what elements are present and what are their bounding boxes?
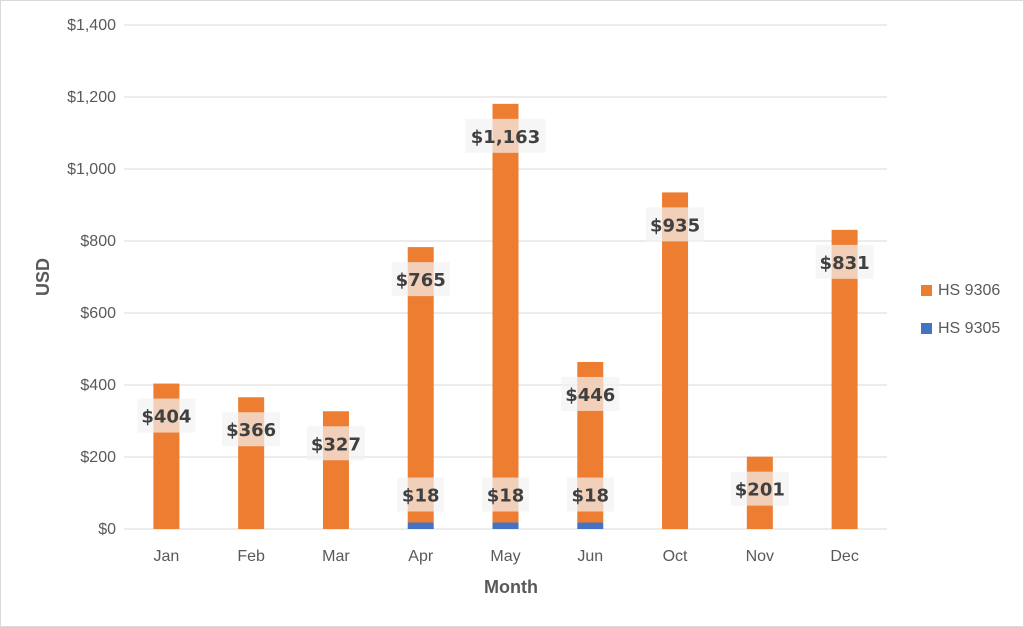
data-labels: $18 $18 $18 $404 $366 $327 $765 $1,163 $446 $935 $… [137,118,874,512]
x-axis-ticks: Jan Feb Mar Apr May Jun Oct Nov Dec [153,548,858,565]
x-tick-label: Mar [322,548,350,565]
bars [153,103,858,529]
y-tick-label: $1,200 [67,89,116,106]
legend-label: HS 9305 [938,320,1000,337]
data-label: $1,163 [471,127,540,148]
legend-swatch [921,323,932,334]
data-label-box [730,471,789,506]
bar-segment [577,522,604,529]
x-tick-label: Jan [153,548,179,565]
y-tick-label: $800 [80,233,116,250]
data-label: $765 [396,270,446,291]
x-tick-label: May [490,548,520,565]
data-label-box [306,426,365,461]
data-label: $18 [487,486,525,507]
y-tick-label: $0 [98,521,116,538]
data-label-box [815,244,874,279]
data-label-box [561,376,620,411]
data-label: $404 [141,407,191,428]
data-label-box [465,118,546,153]
y-axis-ticks: $0 $200 $400 $600 $800 $1,000 $1,200 $1,400 [67,17,116,538]
y-tick-label: $1,000 [67,161,116,178]
data-label-box [222,412,281,447]
data-label-box [566,477,614,512]
legend-label: HS 9306 [938,282,1000,299]
data-label-box [137,398,196,433]
data-label: $327 [311,434,361,455]
x-tick-label: Jun [577,548,603,565]
data-label: $18 [402,486,440,507]
data-label: $935 [650,215,700,236]
bar-segment [407,522,434,529]
data-label-box [482,477,529,512]
data-label: $446 [565,385,615,406]
y-axis-title: USD [33,258,53,296]
data-label: $831 [820,253,870,274]
y-tick-label: $600 [80,305,116,322]
data-label-box [646,207,705,242]
x-axis-title: Month [484,577,538,597]
x-tick-label: Feb [237,548,265,565]
x-tick-label: Dec [830,548,858,565]
y-tick-label: $1,400 [67,17,116,34]
x-tick-label: Nov [746,548,774,565]
bar-segment [492,522,519,529]
legend: HS 9306 HS 9305 [921,282,1000,337]
bar-segment [492,103,519,523]
data-label: $18 [571,486,609,507]
bar-segment [662,192,689,529]
data-label: $201 [735,480,785,501]
data-label-box [391,262,450,297]
bar-segment [831,229,858,529]
x-tick-label: Apr [408,548,434,565]
data-label: $366 [226,420,276,441]
x-tick-label: Oct [663,548,688,565]
data-label-box [397,477,445,512]
y-tick-label: $400 [80,377,116,394]
y-tick-label: $200 [80,449,116,466]
legend-swatch [921,285,932,296]
